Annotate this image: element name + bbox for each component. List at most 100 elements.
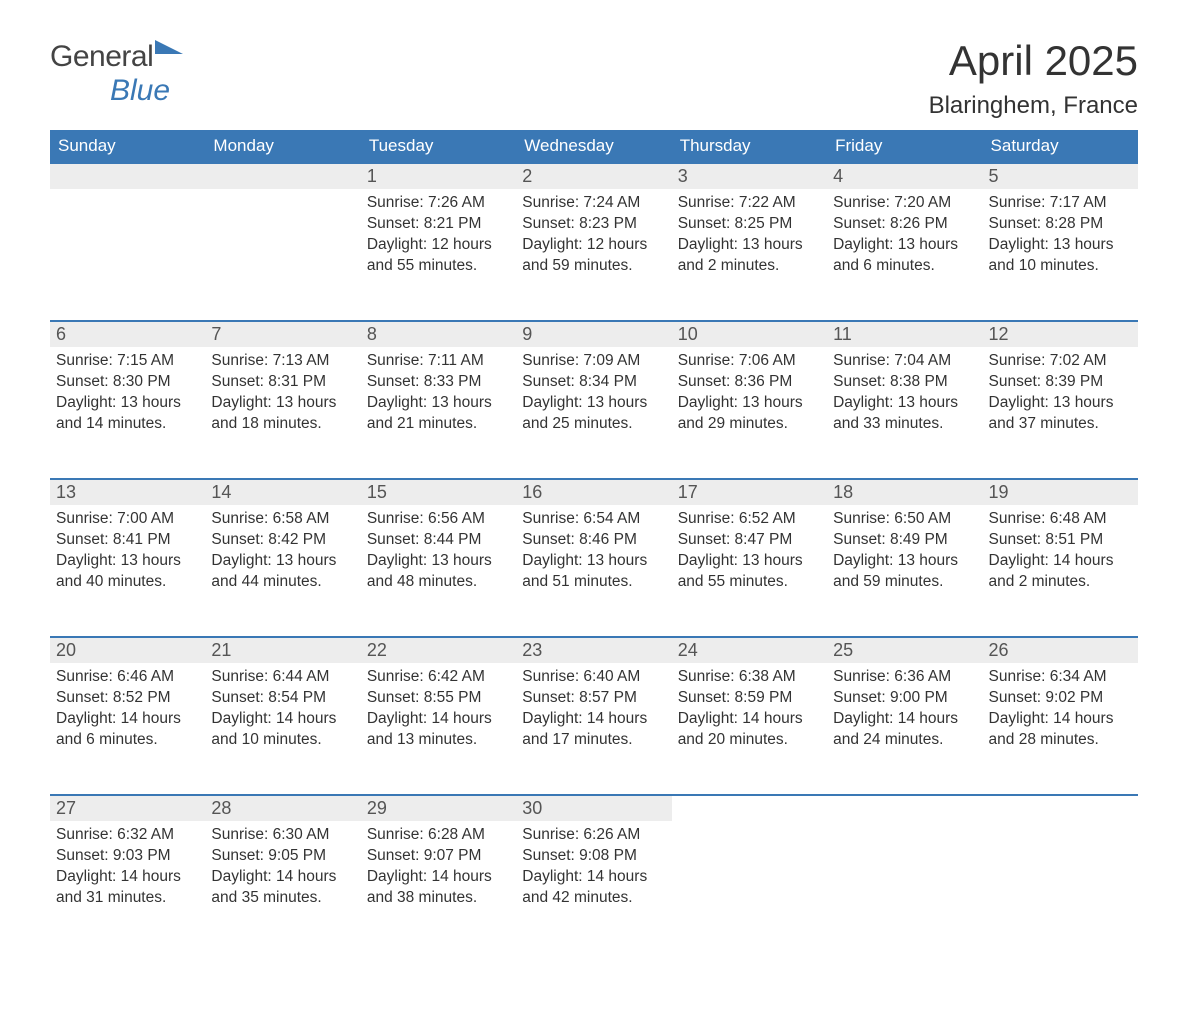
day-number: 8 xyxy=(367,324,377,344)
daylight-line-1: Daylight: 14 hours xyxy=(56,867,199,888)
day-number-cell: 21 xyxy=(205,637,360,663)
daylight-line-1: Daylight: 14 hours xyxy=(56,709,199,730)
day-number-cell: 26 xyxy=(983,637,1138,663)
daylight-line-2: and 25 minutes. xyxy=(522,414,665,435)
sunset-line: Sunset: 8:47 PM xyxy=(678,530,821,551)
day-header-row: Sunday Monday Tuesday Wednesday Thursday… xyxy=(50,130,1138,163)
week-daynum-row: 20212223242526 xyxy=(50,637,1138,663)
sunrise-line: Sunrise: 6:28 AM xyxy=(367,825,510,846)
day-content-cell xyxy=(827,821,982,953)
daylight-line-2: and 55 minutes. xyxy=(367,256,510,277)
daylight-line-2: and 38 minutes. xyxy=(367,888,510,909)
day-header: Sunday xyxy=(50,130,205,163)
day-number: 19 xyxy=(989,482,1009,502)
daylight-line-1: Daylight: 13 hours xyxy=(56,551,199,572)
daylight-line-2: and 44 minutes. xyxy=(211,572,354,593)
day-number-cell: 20 xyxy=(50,637,205,663)
logo-triangle-icon xyxy=(155,40,183,54)
sunset-line: Sunset: 8:54 PM xyxy=(211,688,354,709)
day-content-cell: Sunrise: 7:20 AMSunset: 8:26 PMDaylight:… xyxy=(827,189,982,321)
day-content-cell: Sunrise: 6:34 AMSunset: 9:02 PMDaylight:… xyxy=(983,663,1138,795)
day-content-cell: Sunrise: 6:42 AMSunset: 8:55 PMDaylight:… xyxy=(361,663,516,795)
daylight-line-2: and 21 minutes. xyxy=(367,414,510,435)
day-number-cell: 23 xyxy=(516,637,671,663)
daylight-line-1: Daylight: 14 hours xyxy=(522,709,665,730)
day-number: 15 xyxy=(367,482,387,502)
daylight-line-2: and 59 minutes. xyxy=(522,256,665,277)
sunset-line: Sunset: 8:39 PM xyxy=(989,372,1132,393)
sunset-line: Sunset: 9:07 PM xyxy=(367,846,510,867)
sunrise-line: Sunrise: 6:32 AM xyxy=(56,825,199,846)
sunset-line: Sunset: 8:46 PM xyxy=(522,530,665,551)
day-number: 6 xyxy=(56,324,66,344)
week-content-row: Sunrise: 6:46 AMSunset: 8:52 PMDaylight:… xyxy=(50,663,1138,795)
sunrise-line: Sunrise: 6:38 AM xyxy=(678,667,821,688)
day-number: 23 xyxy=(522,640,542,660)
daylight-line-1: Daylight: 14 hours xyxy=(678,709,821,730)
daylight-line-1: Daylight: 14 hours xyxy=(989,551,1132,572)
day-number-cell xyxy=(50,163,205,189)
daylight-line-1: Daylight: 14 hours xyxy=(989,709,1132,730)
daylight-line-1: Daylight: 12 hours xyxy=(367,235,510,256)
sunset-line: Sunset: 9:05 PM xyxy=(211,846,354,867)
day-content-cell: Sunrise: 6:56 AMSunset: 8:44 PMDaylight:… xyxy=(361,505,516,637)
day-number: 12 xyxy=(989,324,1009,344)
day-number-cell: 14 xyxy=(205,479,360,505)
sunrise-line: Sunrise: 7:00 AM xyxy=(56,509,199,530)
day-content-cell: Sunrise: 6:52 AMSunset: 8:47 PMDaylight:… xyxy=(672,505,827,637)
day-content-cell: Sunrise: 6:58 AMSunset: 8:42 PMDaylight:… xyxy=(205,505,360,637)
day-content-cell: Sunrise: 7:11 AMSunset: 8:33 PMDaylight:… xyxy=(361,347,516,479)
day-number: 2 xyxy=(522,166,532,186)
day-content-cell: Sunrise: 7:06 AMSunset: 8:36 PMDaylight:… xyxy=(672,347,827,479)
day-number-cell: 24 xyxy=(672,637,827,663)
day-number: 20 xyxy=(56,640,76,660)
daylight-line-1: Daylight: 14 hours xyxy=(211,709,354,730)
sunset-line: Sunset: 9:00 PM xyxy=(833,688,976,709)
day-number-cell: 28 xyxy=(205,795,360,821)
day-content-cell: Sunrise: 7:09 AMSunset: 8:34 PMDaylight:… xyxy=(516,347,671,479)
sunset-line: Sunset: 8:57 PM xyxy=(522,688,665,709)
day-content-cell xyxy=(672,821,827,953)
day-number-cell: 29 xyxy=(361,795,516,821)
day-number-cell: 17 xyxy=(672,479,827,505)
sunrise-line: Sunrise: 7:02 AM xyxy=(989,351,1132,372)
sunset-line: Sunset: 8:36 PM xyxy=(678,372,821,393)
day-content-cell: Sunrise: 7:26 AMSunset: 8:21 PMDaylight:… xyxy=(361,189,516,321)
week-content-row: Sunrise: 7:00 AMSunset: 8:41 PMDaylight:… xyxy=(50,505,1138,637)
day-number: 21 xyxy=(211,640,231,660)
sunset-line: Sunset: 8:31 PM xyxy=(211,372,354,393)
week-content-row: Sunrise: 7:26 AMSunset: 8:21 PMDaylight:… xyxy=(50,189,1138,321)
sunrise-line: Sunrise: 6:26 AM xyxy=(522,825,665,846)
sunset-line: Sunset: 8:26 PM xyxy=(833,214,976,235)
daylight-line-2: and 2 minutes. xyxy=(989,572,1132,593)
daylight-line-1: Daylight: 13 hours xyxy=(367,393,510,414)
daylight-line-1: Daylight: 14 hours xyxy=(211,867,354,888)
sunrise-line: Sunrise: 7:26 AM xyxy=(367,193,510,214)
sunset-line: Sunset: 9:08 PM xyxy=(522,846,665,867)
sunset-line: Sunset: 8:42 PM xyxy=(211,530,354,551)
daylight-line-1: Daylight: 12 hours xyxy=(522,235,665,256)
daylight-line-1: Daylight: 14 hours xyxy=(522,867,665,888)
day-number: 9 xyxy=(522,324,532,344)
daylight-line-1: Daylight: 13 hours xyxy=(678,551,821,572)
day-header: Tuesday xyxy=(361,130,516,163)
day-content-cell: Sunrise: 6:54 AMSunset: 8:46 PMDaylight:… xyxy=(516,505,671,637)
day-number-cell: 13 xyxy=(50,479,205,505)
day-content-cell: Sunrise: 7:00 AMSunset: 8:41 PMDaylight:… xyxy=(50,505,205,637)
week-content-row: Sunrise: 6:32 AMSunset: 9:03 PMDaylight:… xyxy=(50,821,1138,953)
day-content-cell xyxy=(50,189,205,321)
day-number: 18 xyxy=(833,482,853,502)
sunrise-line: Sunrise: 7:15 AM xyxy=(56,351,199,372)
daylight-line-1: Daylight: 13 hours xyxy=(989,235,1132,256)
day-number: 28 xyxy=(211,798,231,818)
sunset-line: Sunset: 8:33 PM xyxy=(367,372,510,393)
sunset-line: Sunset: 9:02 PM xyxy=(989,688,1132,709)
sunrise-line: Sunrise: 7:11 AM xyxy=(367,351,510,372)
daylight-line-2: and 42 minutes. xyxy=(522,888,665,909)
title-block: April 2025 Blaringhem, France xyxy=(929,40,1138,120)
day-content-cell: Sunrise: 6:32 AMSunset: 9:03 PMDaylight:… xyxy=(50,821,205,953)
day-content-cell: Sunrise: 7:22 AMSunset: 8:25 PMDaylight:… xyxy=(672,189,827,321)
sunrise-line: Sunrise: 6:42 AM xyxy=(367,667,510,688)
sunrise-line: Sunrise: 6:46 AM xyxy=(56,667,199,688)
sunset-line: Sunset: 8:21 PM xyxy=(367,214,510,235)
